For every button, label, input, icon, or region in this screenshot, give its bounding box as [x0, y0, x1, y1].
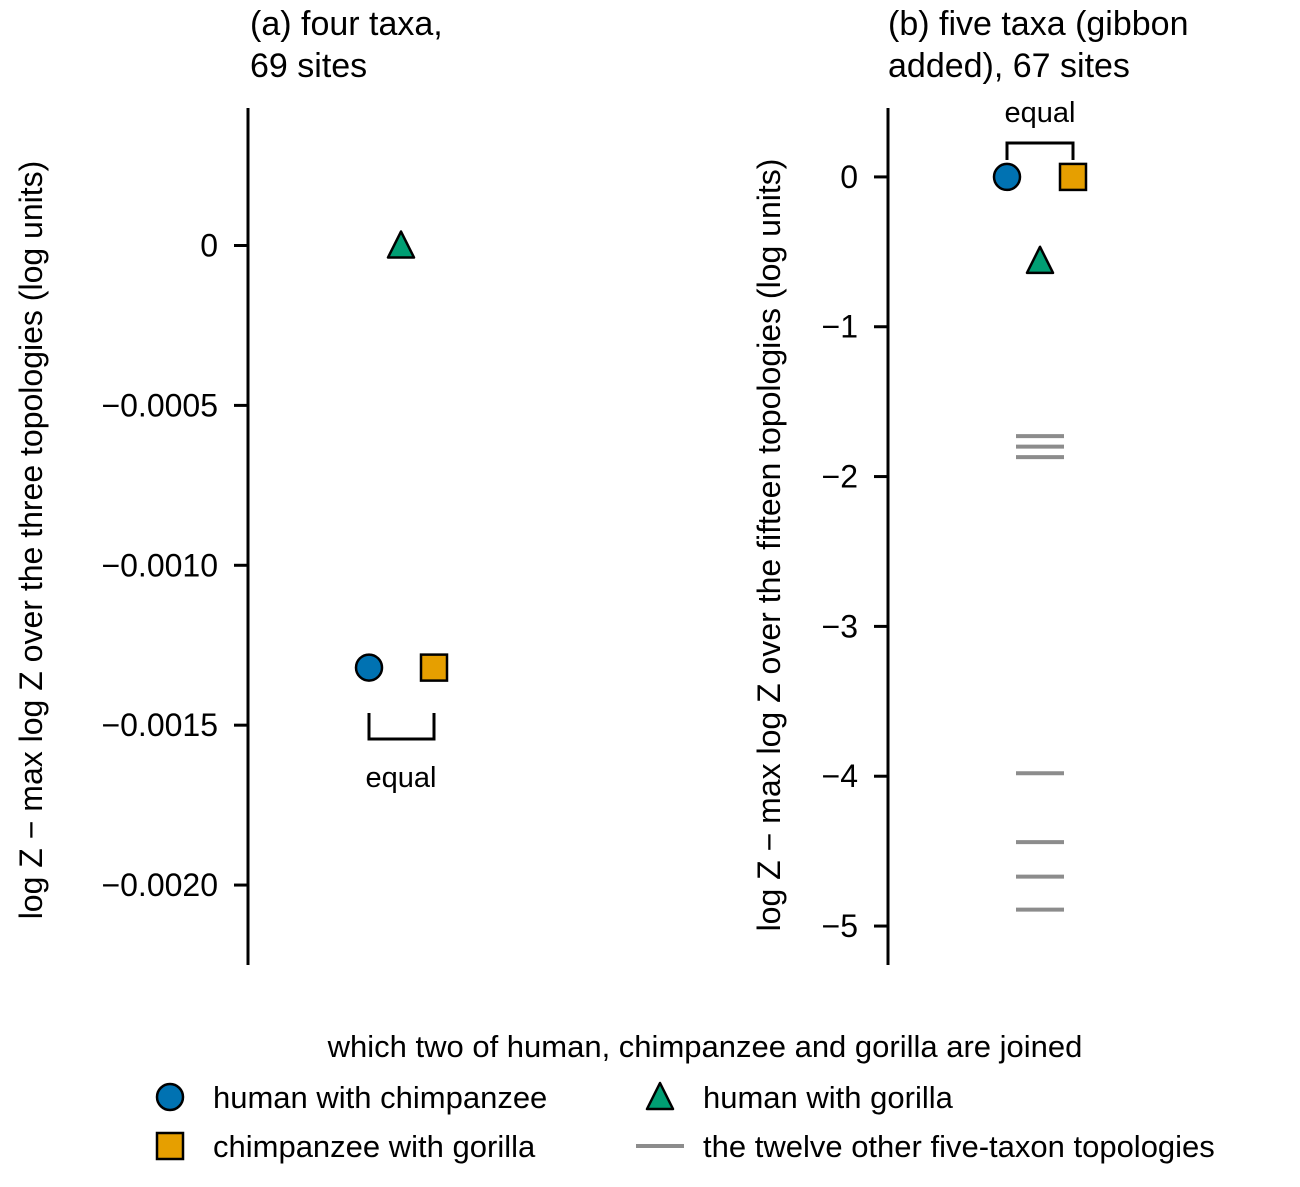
panel-b-y-tick-label-5: −5	[822, 908, 858, 944]
panel-b-y-tick-label-0: 0	[840, 159, 858, 195]
panel-b-title-line-1: (b) five taxa (gibbon	[888, 5, 1189, 43]
panel-a-title-line-1: (a) four taxa,	[250, 5, 443, 43]
panel-b-point-chimpanzee-with-gorilla	[1058, 162, 1088, 192]
panel-a-y-axis-label: log Z − max log Z over the three topolog…	[13, 161, 49, 920]
legend-marker-human-with-chimpanzee	[155, 1082, 185, 1112]
panel-b-point-human-with-gorilla	[1025, 245, 1055, 275]
panel-a-y-tick-label-1: −0.0005	[101, 387, 218, 423]
legend-title: which two of human, chimpanzee and goril…	[327, 1029, 1083, 1064]
panel-b-marks	[992, 162, 1088, 912]
legend: which two of human, chimpanzee and goril…	[155, 1029, 1215, 1164]
panel-a-y-tick-label-4: −0.0020	[101, 867, 218, 903]
legend-entries: human with chimpanzee human with gorilla c…	[155, 1080, 1215, 1164]
legend-label-other-topologies: the twelve other five-taxon topologies	[703, 1129, 1215, 1164]
legend-label-chimpanzee-with-gorilla: chimpanzee with gorilla	[213, 1129, 536, 1164]
panel-b: (b) five taxa (gibbon added), 67 sites 0…	[751, 5, 1189, 965]
panel-a: (a) four taxa, 69 sites 0 −0.0005 −0.0010 −…	[13, 5, 449, 965]
panel-a-marks	[354, 230, 449, 682]
panel-a-y-tick-label-3: −0.0015	[101, 707, 218, 743]
legend-marker-chimpanzee-with-gorilla	[155, 1131, 185, 1161]
panel-a-point-human-with-gorilla	[386, 230, 416, 259]
panel-b-y-tick-label-2: −2	[822, 459, 858, 495]
panel-a-y-tick-label-2: −0.0010	[101, 547, 218, 583]
panel-b-y-tick-label-3: −3	[822, 608, 858, 644]
panel-b-y-ticks: 0 −1 −2 −3 −4 −5	[822, 159, 888, 944]
panel-a-equal-label: equal	[366, 762, 437, 794]
legend-label-human-with-gorilla: human with gorilla	[703, 1080, 954, 1115]
panel-a-y-tick-label-0: 0	[200, 228, 218, 264]
panel-a-equal-bracket	[367, 713, 436, 741]
panel-b-y-tick-label-1: −1	[822, 309, 858, 345]
panel-b-point-human-with-chimpanzee	[992, 162, 1022, 192]
panel-b-title-line-2: added), 67 sites	[888, 47, 1130, 85]
legend-label-human-with-chimpanzee: human with chimpanzee	[213, 1080, 547, 1115]
panel-a-title-line-2: 69 sites	[250, 47, 367, 85]
panel-b-equal-bracket	[1005, 141, 1075, 160]
panel-a-point-chimpanzee-with-gorilla	[419, 653, 449, 682]
panel-a-y-ticks: 0 −0.0005 −0.0010 −0.0015 −0.0020	[101, 228, 248, 903]
legend-marker-human-with-gorilla	[645, 1081, 675, 1111]
panel-b-y-axis-label: log Z − max log Z over the fifteen topol…	[751, 159, 787, 932]
panel-b-equal-label: equal	[1005, 97, 1076, 129]
panel-b-y-tick-label-4: −4	[822, 758, 858, 794]
panel-a-point-human-with-chimpanzee	[354, 653, 384, 682]
